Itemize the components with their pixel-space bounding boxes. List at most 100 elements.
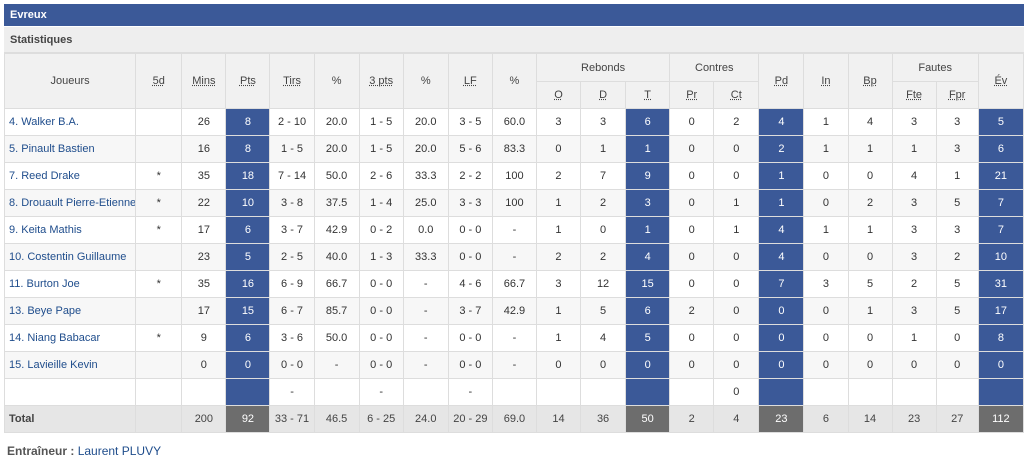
player-name[interactable]: 7. Reed Drake — [3, 162, 137, 190]
stat-cell: 0 — [669, 270, 715, 298]
col-faute-fpr[interactable]: Fpr — [935, 81, 979, 109]
player-name[interactable]: 10. Costentin Guillaume — [3, 243, 137, 271]
player-name[interactable]: 9. Keita Mathis — [3, 216, 137, 244]
stat-cell: 26 — [181, 108, 227, 136]
stat-cell — [758, 378, 805, 406]
stat-cell: - — [402, 351, 449, 379]
stat-cell: 0 — [535, 135, 582, 163]
stat-cell: - — [491, 216, 537, 244]
col-in[interactable]: In — [803, 53, 849, 109]
stat-cell: 1 — [713, 216, 760, 244]
stat-cell — [535, 378, 582, 406]
stat-cell: 0 — [713, 297, 760, 325]
col-reb-d[interactable]: D — [580, 81, 627, 109]
coach-name-link[interactable]: Laurent PLUVY — [77, 444, 162, 458]
stat-cell: 83.3 — [491, 135, 537, 163]
section-title-bar: Statistiques — [4, 27, 1024, 53]
stat-cell — [491, 378, 537, 406]
col-reb-t[interactable]: T — [625, 81, 671, 109]
stat-cell: 15 — [625, 270, 671, 298]
stat-cell: 0 - 0 — [447, 216, 493, 244]
stat-cell: 5 — [225, 243, 271, 271]
stat-cell: 25.0 — [402, 189, 449, 217]
stat-cell: 14 — [535, 405, 582, 433]
player-name[interactable]: 5. Pinault Bastien — [3, 135, 137, 163]
col-faute-fte[interactable]: Fte — [891, 81, 937, 109]
stat-cell: 0 — [847, 162, 893, 190]
stat-cell — [847, 378, 893, 406]
stat-cell: 2 — [713, 108, 760, 136]
stat-cell: 35 — [181, 270, 227, 298]
col-contre-ct[interactable]: Ct — [713, 81, 760, 109]
stats-table: Joueurs 5d Mins Pts Tirs % 3 pts % LF % … — [3, 53, 1025, 433]
stat-cell: - — [358, 378, 404, 406]
stat-cell: 8 — [225, 135, 271, 163]
stat-cell: 3 - 5 — [447, 108, 493, 136]
stat-cell: 1 - 5 — [358, 108, 404, 136]
col-pd[interactable]: Pd — [758, 53, 805, 109]
stat-cell: 17 — [181, 216, 227, 244]
stat-cell: 24.0 — [402, 405, 449, 433]
player-name[interactable]: 8. Drouault Pierre-Etienne — [3, 189, 137, 217]
stat-cell: 92 — [225, 405, 271, 433]
stat-cell: 1 — [535, 324, 582, 352]
player-name[interactable]: 13. Beye Pape — [3, 297, 137, 325]
stat-cell: 6 — [803, 405, 849, 433]
col-5d[interactable]: 5d — [135, 53, 183, 109]
stat-cell: - — [491, 324, 537, 352]
col-3pts[interactable]: 3 pts — [358, 53, 404, 109]
col-tirs[interactable]: Tirs — [269, 53, 315, 109]
stat-cell: 4 — [625, 243, 671, 271]
stat-cell: 6 — [625, 108, 671, 136]
stat-cell: 0 — [891, 351, 937, 379]
stat-cell: 1 — [713, 189, 760, 217]
stat-cell: 1 — [891, 324, 937, 352]
stat-cell: * — [135, 324, 183, 352]
stat-cell: 27 — [935, 405, 979, 433]
stat-cell: 0 — [758, 297, 805, 325]
stat-cell: 3 — [535, 108, 582, 136]
player-name[interactable]: 15. Lavieille Kevin — [3, 351, 137, 379]
stat-cell: 33 - 71 — [269, 405, 315, 433]
table-row: 15. Lavieille Kevin 0 0 0 - 0-0 - 0-0 - 0-0… — [3, 351, 1025, 379]
col-contre-pr[interactable]: Pr — [669, 81, 715, 109]
team-row: - - - 0 — [3, 378, 1025, 406]
player-name[interactable]: 14. Niang Babacar — [3, 324, 137, 352]
stat-cell: 3 — [891, 108, 937, 136]
stat-cell: 0 — [669, 108, 715, 136]
coach-label: Entraîneur : — [7, 444, 75, 458]
stat-cell: 20.0 — [313, 135, 360, 163]
stat-cell: 1 — [625, 216, 671, 244]
stat-cell: 3 — [803, 270, 849, 298]
player-name[interactable]: 4. Walker B.A. — [3, 108, 137, 136]
stat-cell: 23 — [891, 405, 937, 433]
player-name[interactable]: 11. Burton Joe — [3, 270, 137, 298]
col-mins[interactable]: Mins — [181, 53, 227, 109]
stat-cell: 5 — [847, 270, 893, 298]
stat-cell: 0 — [758, 351, 805, 379]
stat-cell: 1 — [803, 135, 849, 163]
stat-cell: 4 — [758, 216, 805, 244]
col-ev[interactable]: Év — [977, 53, 1025, 109]
player-name — [3, 378, 137, 406]
team-title-bar: Evreux — [4, 4, 1024, 26]
stat-cell: 5 — [580, 297, 627, 325]
col-reb-o[interactable]: O — [535, 81, 582, 109]
col-group-contres: Contres — [669, 53, 760, 82]
stat-cell: 1 - 4 — [358, 189, 404, 217]
stat-cell: 37.5 — [313, 189, 360, 217]
stats-body: 4. Walker B.A. 26 8 2 - 10 20.0 1 - 5 20.0 3 - … — [3, 108, 1025, 433]
stat-cell: 1 — [535, 216, 582, 244]
col-pts[interactable]: Pts — [225, 53, 271, 109]
stat-cell — [580, 378, 627, 406]
col-lf[interactable]: LF — [447, 53, 493, 109]
stat-cell: 1 — [580, 135, 627, 163]
stat-cell: 3 — [625, 189, 671, 217]
stat-cell: 100 — [491, 162, 537, 190]
stat-cell: 5 — [935, 297, 979, 325]
col-bp[interactable]: Bp — [847, 53, 893, 109]
stat-cell: 4 — [713, 405, 760, 433]
stat-cell: 6 — [625, 297, 671, 325]
stat-cell: 200 — [181, 405, 227, 433]
stat-cell: - — [447, 378, 493, 406]
